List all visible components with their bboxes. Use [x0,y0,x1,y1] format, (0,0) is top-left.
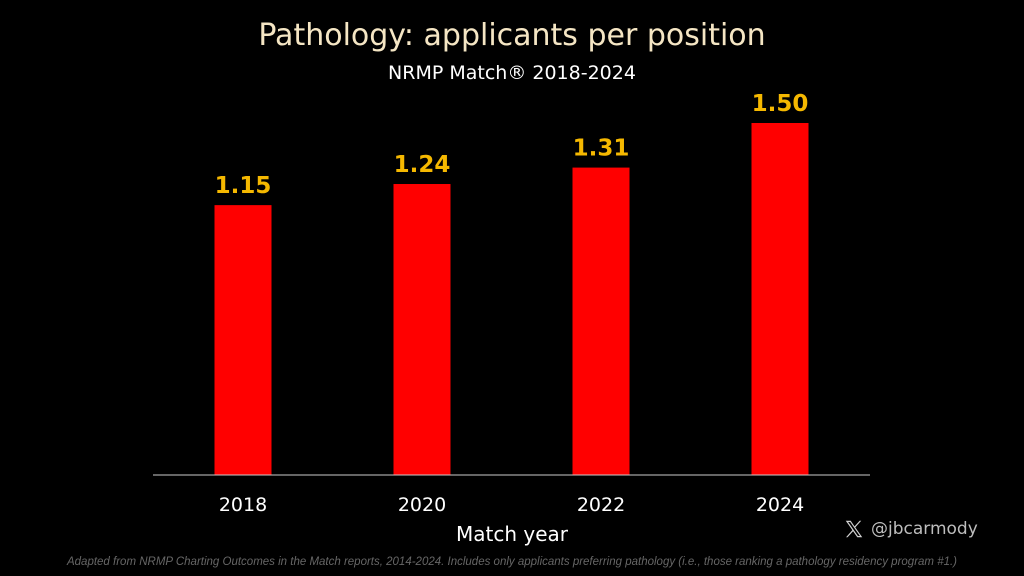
value-label-2018: 1.15 [215,173,272,199]
x-logo-icon [845,520,863,538]
x-tick-label-2022: 2022 [577,494,625,516]
value-label-2020: 1.24 [394,152,451,178]
bar-2018 [214,205,272,475]
value-label-2022: 1.31 [573,136,630,162]
handle-text: @jbcarmody [871,519,978,539]
footnote: Adapted from NRMP Charting Outcomes in t… [66,556,958,568]
x-axis-title: Match year [455,522,568,546]
x-tick-label-2020: 2020 [398,494,446,516]
value-label-2024: 1.50 [752,91,809,117]
bars-layer [214,123,809,475]
bar-2022 [572,167,630,475]
bar-2020 [393,184,451,475]
bar-2024 [751,123,809,475]
chart-subtitle: NRMP Match® 2018-2024 [388,62,636,84]
labels-layer: 1.15 2018 1.24 2020 1.31 2022 1.50 2024 [215,91,809,516]
x-tick-label-2018: 2018 [219,494,267,516]
chart-title: Pathology: applicants per position [258,18,766,53]
x-tick-label-2024: 2024 [756,494,804,516]
social-handle: @jbcarmody [843,518,978,540]
